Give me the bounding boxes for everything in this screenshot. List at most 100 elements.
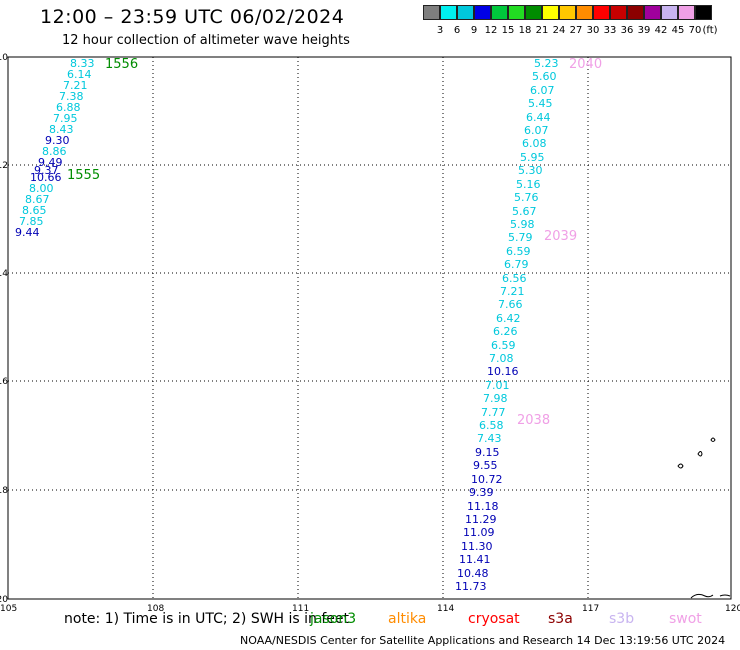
wave-height-value: 6.07 — [530, 84, 555, 97]
colorbar-swatch — [474, 5, 491, 20]
colorbar-swatch — [610, 5, 627, 20]
colorbar-label: 33 — [603, 25, 617, 36]
colorbar-swatch — [695, 5, 712, 20]
colorbar-label: 18 — [518, 25, 532, 36]
wave-height-value: 5.79 — [508, 231, 533, 244]
colorbar-label: 70 — [688, 25, 702, 36]
colorbar-label: 6 — [453, 25, 461, 36]
colorbar-swatch — [644, 5, 661, 20]
wave-height-value: 6.14 — [67, 68, 92, 81]
colorbar-label: 27 — [569, 25, 583, 36]
wave-height-value: 7.85 — [19, 215, 44, 228]
wave-height-value: 8.86 — [42, 145, 67, 158]
wave-height-value: 9.37 — [34, 164, 59, 177]
pass-time-label: 2040 — [569, 57, 603, 72]
colorbar-swatch — [542, 5, 559, 20]
satellite-legend-item: jason3 — [310, 611, 357, 627]
coastline-shape — [690, 593, 714, 599]
wave-height-value: 7.38 — [59, 90, 84, 103]
wave-height-value: 11.41 — [459, 553, 491, 566]
colorbar-swatch — [525, 5, 542, 20]
wave-height-value: 8.65 — [22, 204, 47, 217]
colorbar-label: 3 — [436, 25, 444, 36]
wave-height-value: 5.16 — [516, 178, 541, 191]
colorbar-swatch — [593, 5, 610, 20]
wave-height-value: 6.44 — [526, 111, 551, 124]
longitude-label: 111 — [292, 604, 309, 614]
wave-height-value: 10.66 — [30, 171, 62, 184]
wave-height-value: 7.01 — [485, 379, 510, 392]
wave-height-value: 9.55 — [473, 459, 498, 472]
wave-height-value: 9.44 — [15, 226, 40, 239]
wave-height-value: 8.00 — [29, 182, 54, 195]
wave-height-value: 8.67 — [25, 193, 50, 206]
wave-height-value: 5.95 — [520, 151, 545, 164]
longitude-label: 105 — [0, 604, 17, 614]
island-outlines — [677, 437, 731, 599]
page-subtitle: 12 hour collection of altimeter wave hei… — [62, 33, 350, 48]
wave-height-value: 10.48 — [457, 567, 489, 580]
wave-height-value: 11.09 — [463, 526, 495, 539]
wave-height-value: 6.88 — [56, 101, 81, 114]
latitude-label: -12 — [0, 161, 8, 171]
wave-height-value: 7.43 — [477, 432, 502, 445]
colorbar-label: 45 — [671, 25, 685, 36]
wave-height-value: 6.79 — [504, 258, 529, 271]
longitude-label: 108 — [147, 604, 164, 614]
wave-height-value: 6.08 — [522, 137, 547, 150]
wave-height-value: 9.30 — [45, 134, 70, 147]
latitude-label: -10 — [0, 53, 8, 63]
wave-height-value: 6.07 — [524, 124, 549, 137]
colorbar-swatch — [423, 5, 440, 20]
wave-height-value: 10.16 — [487, 365, 519, 378]
colorbar-label: 21 — [535, 25, 549, 36]
colorbar-swatch — [627, 5, 644, 20]
colorbar-label: 36 — [620, 25, 634, 36]
satellite-legend-item: swot — [669, 611, 702, 627]
wave-height-value: 8.33 — [70, 57, 95, 70]
wave-height-value: 11.73 — [455, 580, 487, 593]
wave-height-value: 7.98 — [483, 392, 508, 405]
colorbar-label: 9 — [470, 25, 478, 36]
wave-height-value: 6.42 — [496, 312, 521, 325]
satellite-legend-item: altika — [388, 611, 427, 627]
wave-height-value: 7.66 — [498, 298, 523, 311]
colorbar-swatch — [576, 5, 593, 20]
pass-time-label: 2039 — [544, 229, 578, 244]
pass-time-label: 1555 — [67, 168, 101, 183]
footer-credit: NOAA/NESDIS Center for Satellite Applica… — [240, 634, 726, 647]
wave-height-value: 7.08 — [489, 352, 514, 365]
colorbar-label: 42 — [654, 25, 668, 36]
wave-height-value: 5.23 — [534, 57, 559, 70]
axis-tick-labels: -10 -12 -14 -16 -18 -20105 108 111 114 117 120 — [0, 53, 740, 614]
colorbar-label: 12 — [484, 25, 498, 36]
colorbar-label: 30 — [586, 25, 600, 36]
pass-time-label: 1556 — [105, 57, 139, 72]
wave-height-value: 5.30 — [518, 164, 543, 177]
colorbar-label: 39 — [637, 25, 651, 36]
wave-height-value: 5.67 — [512, 205, 537, 218]
longitude-label: 120 — [725, 604, 740, 614]
wave-height-value: 7.21 — [500, 285, 525, 298]
wave-height-value: 5.76 — [514, 191, 539, 204]
wave-height-value: 8.43 — [49, 123, 74, 136]
map-frame — [7, 56, 732, 600]
wave-height-value: 7.77 — [481, 406, 506, 419]
wave-height-value: 9.39 — [469, 486, 494, 499]
satellite-legend-item: s3b — [609, 611, 635, 627]
wave-height-value: 11.30 — [461, 540, 493, 553]
wave-height-value: 7.21 — [63, 79, 88, 92]
lat-lon-grid — [8, 57, 731, 599]
colorbar-swatch — [508, 5, 525, 20]
latitude-label: -18 — [0, 486, 8, 496]
colorbar-swatch — [661, 5, 678, 20]
colorbar-swatch — [491, 5, 508, 20]
wave-height-value: 9.15 — [475, 446, 500, 459]
longitude-label: 114 — [437, 604, 454, 614]
island-shape — [710, 437, 716, 442]
island-shape — [697, 451, 703, 457]
wave-height-value: 5.45 — [528, 97, 553, 110]
latitude-label: -20 — [0, 595, 8, 605]
wave-height-value: 6.56 — [502, 272, 527, 285]
